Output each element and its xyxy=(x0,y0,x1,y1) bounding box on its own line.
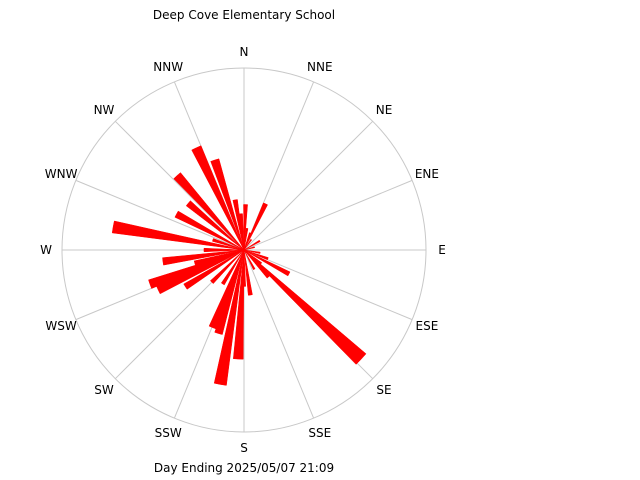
direction-label-ssw: SSW xyxy=(155,426,182,440)
wind-bar-0 xyxy=(243,204,248,251)
wind-bar-27 xyxy=(203,247,245,253)
wind-bar-6 xyxy=(243,246,256,251)
wind-bar-17 xyxy=(213,249,245,386)
chart-title: Deep Cove Elementary School xyxy=(153,8,335,22)
wind-bar-30 xyxy=(174,210,245,251)
spoke-ese xyxy=(243,249,413,321)
wind-bar-8 xyxy=(243,249,269,261)
wind-bar-7 xyxy=(243,249,261,254)
footer-date: Day Ending 2025/05/07 21:09 xyxy=(154,461,334,475)
direction-label-se: SE xyxy=(376,383,391,397)
direction-label-ese: ESE xyxy=(416,319,439,333)
direction-label-sw: SW xyxy=(94,383,114,397)
direction-label-nw: NW xyxy=(94,103,115,117)
wind-bar-20 xyxy=(220,249,245,286)
direction-label-ene: ENE xyxy=(415,167,439,181)
wind-bar-19 xyxy=(208,249,245,330)
spoke-wnw xyxy=(75,179,245,251)
wind-bar-24 xyxy=(148,249,245,289)
direction-label-sse: SSE xyxy=(308,426,331,440)
wind-bar-12 xyxy=(243,249,270,279)
wind-bar-32 xyxy=(173,172,245,251)
spoke-sse xyxy=(243,249,315,419)
direction-label-nne: NNE xyxy=(307,60,333,74)
wind-bar-33 xyxy=(191,145,245,251)
wind-bar-29 xyxy=(212,238,245,251)
wind-bar-1 xyxy=(243,228,249,251)
wind-bar-36 xyxy=(238,213,245,251)
direction-label-w: W xyxy=(40,243,52,257)
wind-bar-26 xyxy=(162,249,245,266)
wind-bar-34 xyxy=(210,158,245,251)
wind-bar-5 xyxy=(243,239,261,251)
wind-bar-3 xyxy=(243,202,268,251)
wind-bar-14 xyxy=(243,249,253,296)
wind-bar-21 xyxy=(210,249,245,284)
direction-label-nnw: NNW xyxy=(153,60,183,74)
wind-bar-11 xyxy=(243,249,367,365)
wind-bar-4 xyxy=(243,238,253,251)
wind-bars xyxy=(111,145,367,386)
wind-bar-28 xyxy=(111,220,245,251)
wind-bar-31 xyxy=(185,200,245,251)
direction-label-s: S xyxy=(240,441,248,455)
wind-bar-22 xyxy=(183,249,245,290)
spoke-ne xyxy=(243,120,374,251)
wind-bar-9 xyxy=(243,249,291,277)
wind-bar-13 xyxy=(243,249,256,271)
wind-bar-35 xyxy=(232,199,245,251)
direction-label-e: E xyxy=(438,243,446,257)
wind-bar-25 xyxy=(193,249,245,266)
direction-labels: N NNE NE ENE E ESE SE SSE S SSW SW WSW W WNW NW NNW xyxy=(40,45,446,455)
direction-label-wnw: WNW xyxy=(45,167,78,181)
direction-label-n: N xyxy=(240,45,249,59)
wind-bar-16 xyxy=(233,249,245,360)
spoke-ene xyxy=(243,179,413,251)
direction-label-ne: NE xyxy=(376,103,393,117)
direction-label-wsw: WSW xyxy=(45,319,76,333)
